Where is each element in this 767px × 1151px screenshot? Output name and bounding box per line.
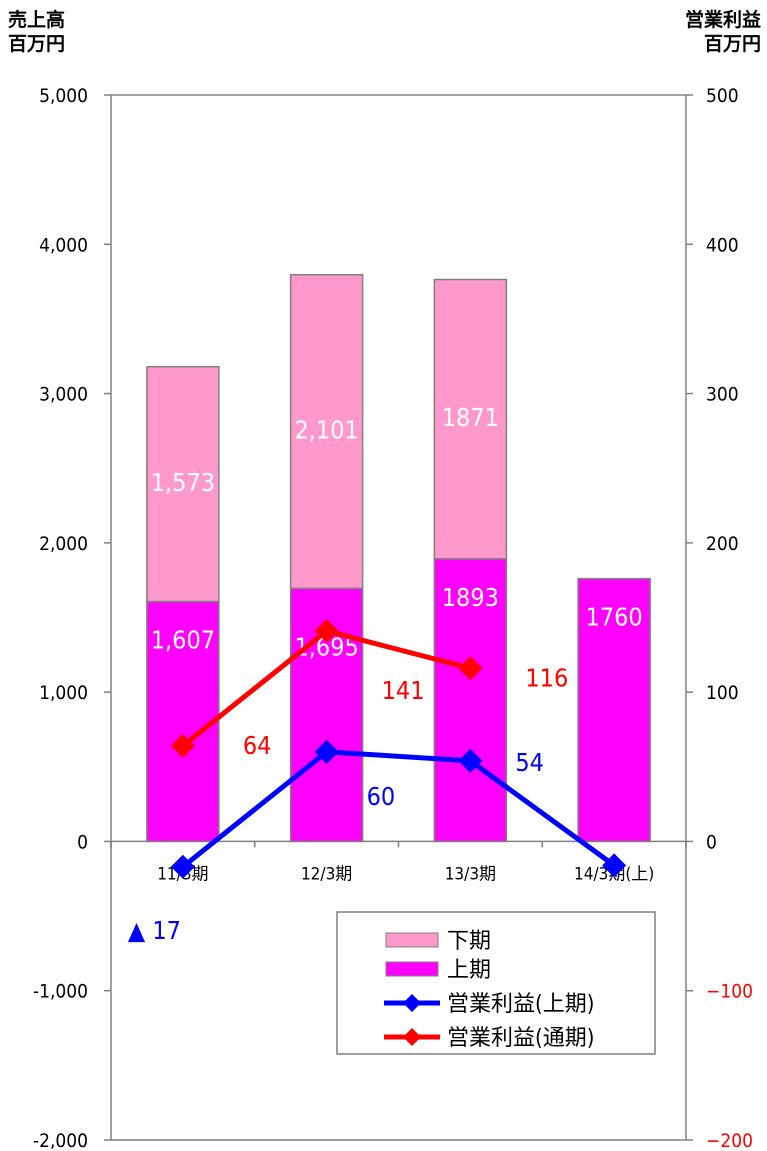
line-営業利益(上期): [181, 749, 616, 869]
bar-label-上期: 1893: [442, 583, 499, 612]
bar-label-下期: 1,573: [151, 468, 215, 497]
legend-label: 営業利益(通期): [447, 1026, 594, 1051]
marker-営業利益(通期): [458, 656, 483, 681]
marker-営業利益(上期): [458, 748, 483, 773]
legend-label: 下期: [447, 929, 491, 954]
bar-上期: [577, 577, 651, 843]
legend-swatch-下期: [385, 932, 439, 948]
line-label-営業利益(通期): 64: [243, 731, 272, 760]
marker-営業利益(上期): [314, 739, 339, 764]
bar-label-下期: 1871: [442, 403, 499, 432]
bar-label-上期: 1,607: [151, 626, 215, 655]
y-left-tick-label: 0: [77, 831, 88, 853]
bar-下期: [146, 365, 220, 603]
y-axis-right-title: 営業利益 百万円: [685, 8, 761, 56]
y-right-tick-label: 0: [706, 831, 717, 853]
x-tick-label: 12/3期: [301, 864, 352, 884]
y-left-tick-label: -2,000: [33, 1130, 88, 1151]
bar-label-上期: 1760: [586, 603, 643, 632]
y-axis-right-title-line2: 百万円: [703, 33, 761, 55]
y-left-tick-label: -1,000: [33, 981, 88, 1003]
line-label-営業利益(上期): 60: [367, 782, 396, 811]
y-left-tick-label: 2,000: [39, 533, 88, 555]
bar-下期: [433, 278, 508, 560]
bar-上期: [433, 558, 508, 843]
line-label-営業利益(通期): 116: [525, 663, 568, 692]
bar-label-下期: 2,101: [294, 416, 358, 445]
y-right-tick-label: 400: [706, 234, 739, 256]
legend-swatch-上期: [385, 961, 439, 977]
legend-marker-営業利益(上期): [403, 994, 421, 1012]
y-right-tick-label: −100: [706, 981, 753, 1003]
marker-営業利益(通期): [314, 618, 339, 643]
y-right-tick-label: 500: [706, 85, 739, 107]
plot-area: [110, 94, 687, 1141]
y-right-tick-label: −200: [706, 1130, 753, 1151]
bar-下期: [289, 273, 364, 590]
y-axis-left-title-line2: 百万円: [8, 33, 66, 55]
legend-label: 営業利益(上期): [447, 992, 594, 1017]
line-label-営業利益(上期): 54: [515, 748, 544, 777]
marker-営業利益(上期): [602, 853, 627, 878]
y-left-tick-label: 4,000: [39, 234, 88, 256]
marker-営業利益(上期): [170, 854, 195, 879]
y-left-tick-label: 3,000: [39, 384, 88, 406]
y-right-tick-label: 100: [706, 682, 739, 704]
legend-label: 上期: [447, 958, 491, 983]
y-axis-left-title: 売上高 百万円: [8, 8, 65, 56]
y-right-tick-label: 300: [706, 384, 739, 406]
x-tick-label: 13/3期: [445, 864, 496, 884]
legend-marker-営業利益(通期): [403, 1028, 421, 1046]
line-label-営業利益(通期): 141: [382, 676, 425, 705]
y-left-tick-label: 5,000: [39, 85, 88, 107]
y-right-tick-label: 200: [706, 533, 739, 555]
y-axis-right-title-line1: 営業利益: [684, 9, 761, 31]
bar-上期: [146, 600, 220, 843]
marker-営業利益(通期): [170, 733, 195, 758]
line-label-営業利益(上期): ▲ 17: [128, 916, 181, 945]
y-axis-left-title-line1: 売上高: [8, 9, 66, 31]
y-left-tick-label: 1,000: [39, 682, 88, 704]
